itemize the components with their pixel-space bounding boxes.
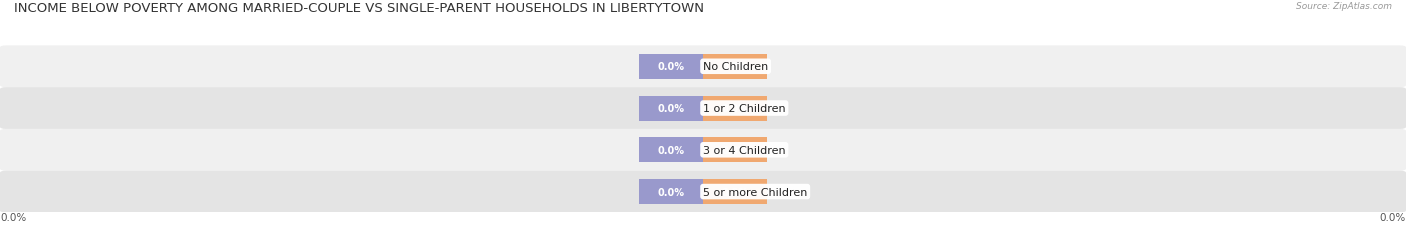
FancyBboxPatch shape [0, 88, 1406, 129]
Text: 1 or 2 Children: 1 or 2 Children [703, 103, 786, 114]
Text: 0.0%: 0.0% [1379, 213, 1406, 222]
Bar [638, 138, 703, 163]
Text: 0.0%: 0.0% [0, 213, 27, 222]
Text: 0.0%: 0.0% [721, 62, 749, 72]
Text: 0.0%: 0.0% [657, 62, 685, 72]
Text: INCOME BELOW POVERTY AMONG MARRIED-COUPLE VS SINGLE-PARENT HOUSEHOLDS IN LIBERTY: INCOME BELOW POVERTY AMONG MARRIED-COUPL… [14, 2, 704, 15]
Bar [703, 138, 768, 163]
Bar [638, 96, 703, 121]
Text: 0.0%: 0.0% [657, 103, 685, 114]
Text: 3 or 4 Children: 3 or 4 Children [703, 145, 786, 155]
Text: 5 or more Children: 5 or more Children [703, 187, 807, 197]
Bar [703, 55, 768, 79]
Text: No Children: No Children [703, 62, 768, 72]
Bar [703, 179, 768, 204]
Text: 0.0%: 0.0% [721, 145, 749, 155]
Text: 0.0%: 0.0% [657, 187, 685, 197]
Text: 0.0%: 0.0% [657, 145, 685, 155]
Text: Source: ZipAtlas.com: Source: ZipAtlas.com [1296, 2, 1392, 11]
FancyBboxPatch shape [0, 46, 1406, 88]
Text: 0.0%: 0.0% [721, 103, 749, 114]
Bar [638, 55, 703, 79]
Bar [638, 179, 703, 204]
Bar [703, 96, 768, 121]
Text: 0.0%: 0.0% [721, 187, 749, 197]
FancyBboxPatch shape [0, 171, 1406, 213]
FancyBboxPatch shape [0, 129, 1406, 171]
